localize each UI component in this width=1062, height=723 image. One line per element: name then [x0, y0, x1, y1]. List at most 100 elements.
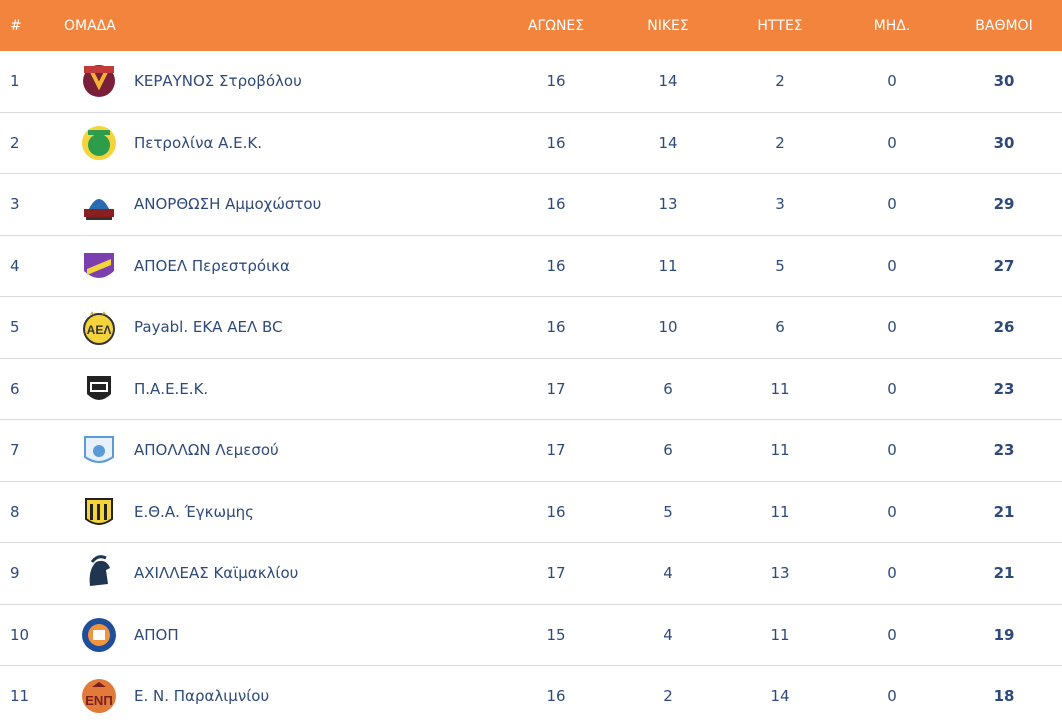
points-cell: 21: [993, 564, 1015, 583]
rank-cell: 8: [10, 502, 20, 521]
played-cell: 16: [546, 687, 566, 706]
rank-cell: 6: [10, 379, 20, 398]
played-cell: 16: [546, 195, 566, 214]
zero-cell: 0: [887, 687, 897, 706]
losses-cell: 11: [770, 379, 790, 398]
rank-cell: 2: [10, 133, 20, 152]
team-name-link[interactable]: ΑΝΟΡΘΩΣΗ Αμμοχώστου: [134, 195, 322, 214]
wins-cell: 14: [658, 72, 678, 91]
played-cell: 16: [546, 318, 566, 337]
played-cell: 15: [546, 625, 566, 644]
apollon-logo: [78, 429, 120, 471]
header-played: ΑΓΩΝΕΣ: [527, 17, 585, 34]
zero-cell: 0: [887, 564, 897, 583]
team-name-link[interactable]: ΑΠΟΛΛΩΝ Λεμεσού: [134, 441, 279, 460]
losses-cell: 14: [770, 687, 790, 706]
svg-text:ΑΕΛ: ΑΕΛ: [87, 323, 112, 337]
rank-cell: 10: [10, 625, 30, 644]
rank-cell: 11: [10, 687, 30, 706]
etha-logo: [78, 491, 120, 533]
played-cell: 16: [546, 72, 566, 91]
losses-cell: 2: [775, 72, 785, 91]
zero-cell: 0: [887, 195, 897, 214]
rank-cell: 7: [10, 441, 20, 460]
team-name-link[interactable]: ΚΕΡΑΥΝΟΣ Στροβόλου: [134, 72, 302, 91]
table-row: 2 Πετρολίνα Α.Ε.Κ. 16 14 2 0 30: [0, 113, 1062, 174]
wins-cell: 5: [663, 502, 673, 521]
team-cell: ΕΝΠ Ε. Ν. Παραλιμνίου: [62, 675, 500, 717]
header-wins: ΝΙΚΕΣ: [647, 17, 689, 34]
enp-logo: ΕΝΠ: [78, 675, 120, 717]
keravnos-logo: [78, 60, 120, 102]
team-cell: ΑΝΟΡΘΩΣΗ Αμμοχώστου: [62, 183, 500, 225]
played-cell: 17: [546, 441, 566, 460]
table-row: 1 ΚΕΡΑΥΝΟΣ Στροβόλου 16 14 2 0 30: [0, 51, 1062, 113]
team-name-link[interactable]: Π.Α.Ε.Ε.Κ.: [134, 379, 209, 398]
table-row: 7 ΑΠΟΛΛΩΝ Λεμεσού 17 6 11 0 23: [0, 420, 1062, 482]
table-row: 9 ΑΧΙΛΛΕΑΣ Καϊμακλίου 17 4 13 0 21: [0, 543, 1062, 605]
team-cell: ΑΠΟΕΛ Περεστρόικα: [62, 245, 500, 287]
team-name-link[interactable]: ΑΠΟΕΛ Περεστρόικα: [134, 256, 290, 275]
rank-cell: 3: [10, 195, 20, 214]
zero-cell: 0: [887, 256, 897, 275]
header-team: ΟΜΑΔΑ: [64, 17, 116, 34]
wins-cell: 14: [658, 133, 678, 152]
played-cell: 16: [546, 256, 566, 275]
wins-cell: 6: [663, 441, 673, 460]
wins-cell: 13: [658, 195, 678, 214]
wins-cell: 6: [663, 379, 673, 398]
standings-body: 1 ΚΕΡΑΥΝΟΣ Στροβόλου 16 14 2 0 30 2 Πετρολίνα Α.…: [0, 51, 1062, 723]
zero-cell: 0: [887, 379, 897, 398]
team-name-link[interactable]: Ε. Ν. Παραλιμνίου: [134, 687, 270, 706]
team-name-link[interactable]: Πετρολίνα Α.Ε.Κ.: [134, 133, 262, 152]
rank-cell: 4: [10, 256, 20, 275]
played-cell: 17: [546, 379, 566, 398]
points-cell: 21: [993, 502, 1015, 521]
wins-cell: 4: [663, 625, 673, 644]
zero-cell: 0: [887, 318, 897, 337]
team-cell: ΑΠΟΛΛΩΝ Λεμεσού: [62, 429, 500, 471]
points-cell: 19: [993, 625, 1015, 644]
wins-cell: 10: [658, 318, 678, 337]
zero-cell: 0: [887, 133, 897, 152]
rank-cell: 5: [10, 318, 20, 337]
zero-cell: 0: [887, 625, 897, 644]
team-cell: ΚΕΡΑΥΝΟΣ Στροβόλου: [62, 60, 500, 102]
points-cell: 29: [993, 195, 1015, 214]
svg-text:ΕΝΠ: ΕΝΠ: [85, 693, 112, 708]
losses-cell: 5: [775, 256, 785, 275]
points-cell: 30: [993, 72, 1015, 91]
points-cell: 26: [993, 318, 1015, 337]
table-row: 8 Ε.Θ.Α. Έγκωμης 16 5 11 0 21: [0, 482, 1062, 543]
team-cell: Ε.Θ.Α. Έγκωμης: [62, 491, 500, 533]
wins-cell: 4: [663, 564, 673, 583]
team-cell: ΑΕΛ Payabl. ΕΚΑ ΑΕΛ BC: [62, 306, 500, 348]
points-cell: 23: [993, 441, 1015, 460]
team-cell: Πετρολίνα Α.Ε.Κ.: [62, 122, 500, 164]
ael-logo: ΑΕΛ: [78, 306, 120, 348]
header-losses: ΗΤΤΕΣ: [757, 17, 803, 34]
team-cell: Π.Α.Ε.Ε.Κ.: [62, 368, 500, 410]
paeek-logo: [78, 368, 120, 410]
team-name-link[interactable]: Ε.Θ.Α. Έγκωμης: [134, 502, 254, 521]
team-name-link[interactable]: ΑΧΙΛΛΕΑΣ Καϊμακλίου: [134, 564, 299, 583]
points-cell: 18: [993, 687, 1015, 706]
table-row: 3 ΑΝΟΡΘΩΣΗ Αμμοχώστου 16 13 3 0 29: [0, 174, 1062, 236]
apop-logo: [78, 614, 120, 656]
team-name-link[interactable]: ΑΠΟΠ: [134, 625, 179, 644]
anorthosis-logo: [78, 183, 120, 225]
aek-logo: [78, 122, 120, 164]
table-row: 6 Π.Α.Ε.Ε.Κ. 17 6 11 0 23: [0, 359, 1062, 420]
team-name-link[interactable]: Payabl. ΕΚΑ ΑΕΛ BC: [134, 318, 283, 337]
table-row: 11 ΕΝΠ Ε. Ν. Παραλιμνίου 16 2 14 0 18: [0, 666, 1062, 723]
losses-cell: 11: [770, 502, 790, 521]
rank-cell: 1: [10, 72, 20, 91]
zero-cell: 0: [887, 441, 897, 460]
team-cell: ΑΧΙΛΛΕΑΣ Καϊμακλίου: [62, 552, 500, 594]
points-cell: 27: [993, 256, 1015, 275]
header-rank: #: [10, 17, 22, 34]
points-cell: 23: [993, 379, 1015, 398]
played-cell: 17: [546, 564, 566, 583]
table-row: 4 ΑΠΟΕΛ Περεστρόικα 16 11 5 0 27: [0, 236, 1062, 297]
